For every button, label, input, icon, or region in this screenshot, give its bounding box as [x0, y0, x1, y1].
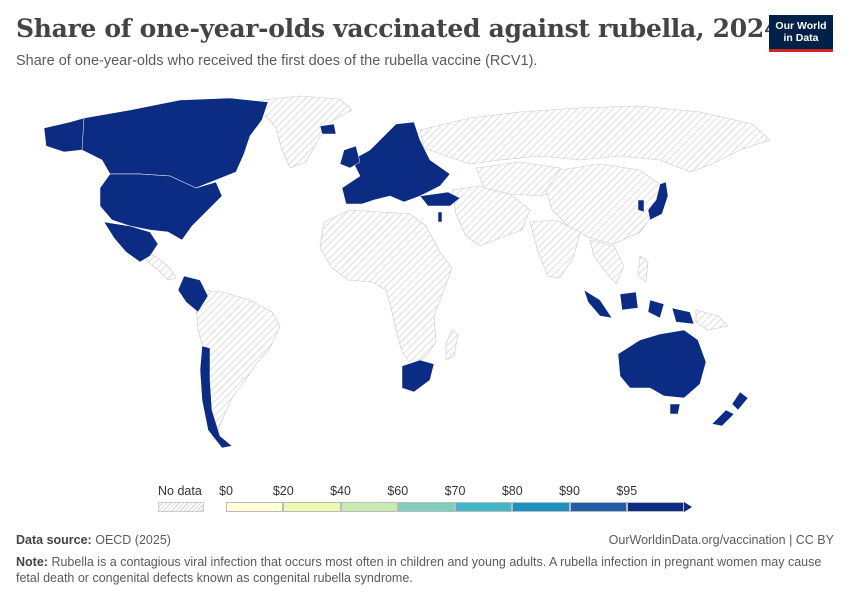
- legend-bin-swatch[interactable]: [397, 502, 455, 512]
- legend-bin-label: $70: [444, 484, 466, 498]
- color-legend: No data $0 $20 $40 $60 $70 $80 $90 $95: [0, 478, 850, 518]
- chart-title: Share of one-year-olds vaccinated agains…: [16, 14, 782, 43]
- legend-bin-swatch[interactable]: [569, 502, 627, 512]
- region-turkey[interactable]: [419, 191, 461, 207]
- region-south-korea[interactable]: [637, 199, 645, 213]
- region-indonesia-borneo[interactable]: [619, 291, 639, 311]
- region-uk-ireland[interactable]: [339, 145, 361, 169]
- source-label: Data source:: [16, 533, 92, 547]
- region-indonesia-papua[interactable]: [671, 307, 695, 325]
- region-south-africa[interactable]: [401, 359, 435, 393]
- region-united-states[interactable]: [99, 173, 223, 241]
- region-china[interactable]: [545, 163, 663, 245]
- note-text: Rubella is a contagious viral infection …: [16, 555, 822, 585]
- logo-line-2: in Data: [783, 32, 819, 44]
- logo-line-1: Our World: [775, 20, 827, 32]
- legend-no-data-swatch[interactable]: [158, 502, 204, 512]
- legend-arrow: [684, 502, 692, 512]
- region-philippines[interactable]: [637, 255, 649, 283]
- region-japan[interactable]: [647, 181, 669, 221]
- region-central-america[interactable]: [145, 251, 177, 281]
- region-middle-east[interactable]: [451, 185, 531, 247]
- source-value[interactable]: OECD (2025): [95, 533, 171, 547]
- legend-bin-label: $90: [559, 484, 580, 498]
- region-indonesia[interactable]: [583, 289, 613, 319]
- region-png[interactable]: [695, 309, 729, 331]
- region-greenland[interactable]: [261, 95, 353, 169]
- legend-bin-swatch[interactable]: [455, 502, 513, 512]
- chart-subtitle: Share of one-year-olds who received the …: [16, 53, 538, 69]
- region-australia[interactable]: [617, 329, 707, 399]
- legend-bin-swatch[interactable]: [340, 502, 398, 512]
- legend-bin-swatch[interactable]: [626, 502, 684, 512]
- region-canada[interactable]: [69, 97, 269, 189]
- owid-logo[interactable]: Our World in Data: [769, 15, 833, 52]
- region-colombia[interactable]: [177, 275, 209, 313]
- region-alaska[interactable]: [43, 117, 85, 153]
- legend-bin-swatch[interactable]: [283, 502, 341, 512]
- region-israel[interactable]: [437, 211, 443, 223]
- region-russia[interactable]: [419, 105, 771, 173]
- region-europe[interactable]: [341, 121, 451, 205]
- region-new-zealand-south[interactable]: [711, 409, 735, 427]
- region-southeast-asia[interactable]: [589, 239, 625, 285]
- legend-bin-label: $95: [616, 484, 638, 498]
- legend-bin-swatch[interactable]: [226, 502, 284, 512]
- legend-bin-label: $40: [330, 484, 351, 498]
- data-source: Data source: OECD (2025): [16, 533, 171, 547]
- region-india[interactable]: [529, 219, 581, 279]
- region-indonesia-east[interactable]: [647, 299, 665, 319]
- region-madagascar[interactable]: [445, 329, 459, 361]
- chart-note: Note: Rubella is a contagious viral infe…: [16, 554, 826, 586]
- credit-link[interactable]: OurWorldinData.org/vaccination | CC BY: [608, 533, 834, 547]
- note-label: Note:: [16, 555, 48, 569]
- legend-bin-swatch[interactable]: [512, 502, 570, 512]
- region-new-zealand[interactable]: [731, 391, 749, 411]
- legend-bin-label: $0: [219, 484, 233, 498]
- legend-no-data-label: No data: [158, 484, 202, 498]
- region-chile[interactable]: [199, 345, 233, 449]
- legend-bin-label: $60: [387, 484, 409, 498]
- region-iceland[interactable]: [319, 123, 337, 135]
- region-tasmania[interactable]: [669, 403, 681, 415]
- legend-bin-label: $80: [501, 484, 523, 498]
- region-africa[interactable]: [319, 209, 453, 367]
- world-map[interactable]: [0, 90, 850, 460]
- region-mexico[interactable]: [103, 221, 159, 263]
- legend-bin-label: $20: [272, 484, 294, 498]
